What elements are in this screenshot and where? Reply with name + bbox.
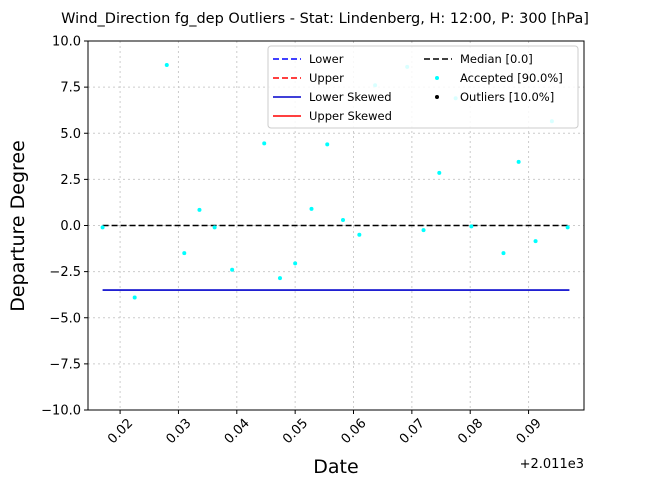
legend-items: Lower Upper Lower Skewed Upper Skewed Median… — [273, 52, 563, 123]
legend-marker — [435, 76, 439, 80]
accepted-point — [277, 276, 282, 281]
y-tick-label: 10.0 — [52, 35, 81, 50]
x-tick-label: 0.07 — [397, 416, 428, 447]
accepted-point — [309, 206, 314, 211]
accepted-point — [293, 261, 298, 266]
legend-label: Lower Skewed — [309, 90, 392, 104]
accepted-point — [341, 217, 346, 222]
accepted-point — [437, 170, 442, 175]
reference-lines — [102, 224, 570, 291]
accepted-point — [230, 267, 235, 272]
accepted-point — [262, 141, 267, 146]
legend-label: Accepted [90.0%] — [460, 71, 563, 85]
legend-label: Outliers [10.0%] — [460, 90, 554, 104]
y-tick-label: −2.5 — [49, 265, 81, 280]
legend-box — [267, 45, 579, 129]
accepted-point — [469, 224, 474, 229]
legend: Lower Upper Lower Skewed Upper Skewed Median… — [267, 45, 579, 129]
x-tick-label: 0.05 — [280, 416, 311, 447]
y-tick-label: 7.5 — [60, 81, 81, 96]
y-tick-label: −10.0 — [41, 404, 81, 419]
y-tick-label: 2.5 — [60, 173, 81, 188]
x-tick-label: 0.02 — [105, 416, 136, 447]
accepted-point — [325, 142, 330, 147]
y-tick-label: −5.0 — [49, 311, 81, 326]
accepted-point — [182, 251, 187, 256]
accepted-point — [516, 159, 521, 164]
data-points — [100, 62, 570, 300]
accepted-point — [164, 62, 169, 67]
legend-label: Upper Skewed — [309, 109, 392, 123]
x-axis-label: Date — [313, 456, 358, 478]
y-tick-label: 0.0 — [60, 219, 81, 234]
x-tick-label: 0.09 — [514, 416, 545, 447]
x-axis-ticks: 0.02 0.03 0.04 0.05 0.06 0.07 0.08 0.09 — [105, 410, 545, 447]
y-axis-ticks: 10.0 7.5 5.0 2.5 0.0 −2.5 −5.0 −7.5 −10.0 — [41, 35, 88, 419]
accepted-point — [212, 225, 217, 230]
legend-label: Upper — [309, 71, 344, 85]
accepted-point — [357, 232, 362, 237]
y-tick-label: 5.0 — [60, 127, 81, 142]
accepted-point — [533, 239, 538, 244]
x-tick-label: 0.04 — [222, 416, 253, 447]
legend-label: Median [0.0] — [460, 52, 533, 66]
accepted-point — [132, 295, 137, 300]
accepted-point — [421, 228, 426, 233]
y-axis-label: Departure Degree — [7, 140, 29, 312]
x-offset-label: +2.011e3 — [520, 457, 584, 472]
x-tick-label: 0.08 — [455, 416, 486, 447]
legend-marker — [435, 95, 439, 99]
legend-label: Lower — [309, 52, 344, 66]
accepted-point — [100, 225, 105, 230]
accepted-point — [565, 225, 570, 230]
chart-title: Wind_Direction fg_dep Outliers - Stat: L… — [61, 11, 589, 27]
x-tick-label: 0.03 — [163, 416, 194, 447]
y-tick-label: −7.5 — [49, 357, 81, 372]
x-tick-label: 0.06 — [338, 416, 369, 447]
accepted-point — [501, 251, 506, 256]
accepted-point — [197, 207, 202, 212]
